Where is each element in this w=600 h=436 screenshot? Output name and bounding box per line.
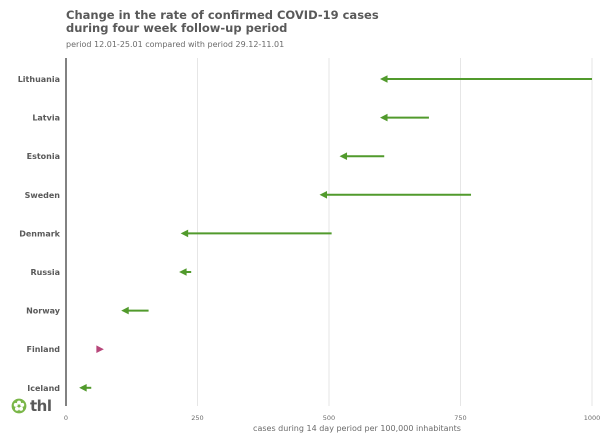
x-tick-label: 0 (64, 414, 68, 422)
x-tick-label: 500 (323, 414, 335, 422)
arrow-head (380, 75, 388, 83)
thl-flower-logo-icon (11, 398, 27, 414)
chart-title-line-2: during four week follow-up period (66, 21, 288, 35)
category-label: Russia (30, 268, 60, 277)
category-label: Lithuania (18, 75, 60, 84)
x-tick-label: 250 (191, 414, 203, 422)
category-label: Estonia (27, 152, 60, 161)
thl-logo: thl (11, 397, 52, 415)
x-tick-label: 1000 (584, 414, 600, 422)
arrow-head (339, 152, 348, 160)
chart-subtitle: period 12.01-25.01 compared with period … (66, 40, 285, 49)
arrow-head (380, 113, 388, 122)
gridlines (197, 58, 593, 406)
arrow-head (121, 306, 129, 315)
arrow-head (180, 229, 189, 238)
arrow-head (96, 345, 104, 353)
thl-logo-text: thl (30, 397, 52, 415)
arrows (79, 75, 592, 392)
x-axis: 0 250 500 750 1000 (64, 58, 600, 422)
chart-title-line-1: Change in the rate of confirmed COVID-19… (66, 8, 379, 22)
arrow-head (79, 384, 87, 392)
arrow-head (179, 268, 187, 276)
arrow-head (319, 191, 328, 199)
category-label: Iceland (27, 384, 60, 393)
category-label: Sweden (25, 191, 61, 200)
category-label: Norway (26, 307, 61, 316)
category-label: Finland (27, 345, 61, 354)
category-label: Denmark (19, 229, 60, 238)
chart-title: Change in the rate of confirmed COVID-19… (66, 9, 486, 35)
category-label: Latvia (32, 114, 60, 123)
x-axis-label: cases during 14 day period per 100,000 i… (253, 424, 461, 433)
category-labels: Lithuania Latvia Estonia Sweden Denmark Russi… (18, 75, 61, 393)
x-tick-label: 750 (454, 414, 466, 422)
